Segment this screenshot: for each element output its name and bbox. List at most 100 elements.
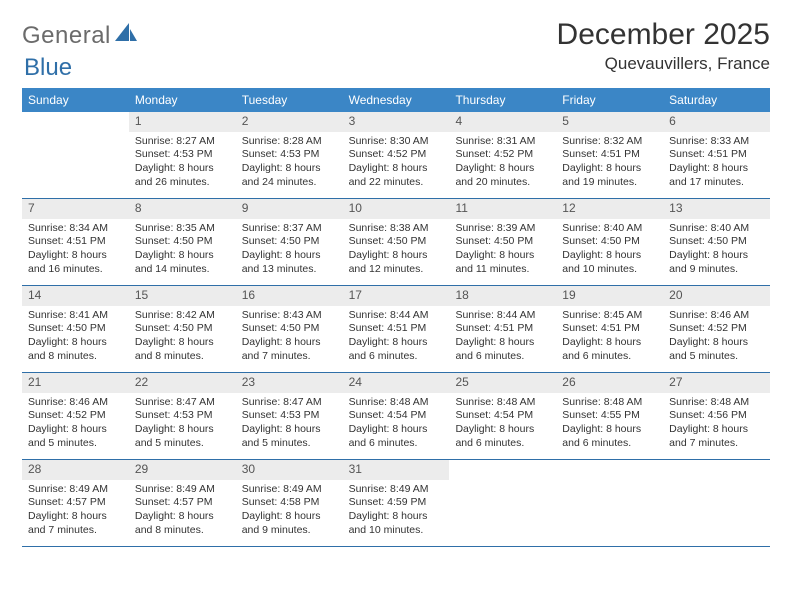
sunset-text: Sunset: 4:50 PM <box>242 235 337 249</box>
day-body: Sunrise: 8:49 AMSunset: 4:59 PMDaylight:… <box>343 480 450 543</box>
sunset-text: Sunset: 4:51 PM <box>28 235 123 249</box>
sunset-text: Sunset: 4:50 PM <box>135 235 230 249</box>
day-cell: 11Sunrise: 8:39 AMSunset: 4:50 PMDayligh… <box>449 199 556 285</box>
day-number: 13 <box>663 199 770 219</box>
day-body: Sunrise: 8:45 AMSunset: 4:51 PMDaylight:… <box>556 306 663 369</box>
day-number: 7 <box>22 199 129 219</box>
sunset-text: Sunset: 4:53 PM <box>135 409 230 423</box>
logo: General <box>22 22 137 50</box>
day-cell: 30Sunrise: 8:49 AMSunset: 4:58 PMDayligh… <box>236 460 343 546</box>
day-number: 14 <box>22 286 129 306</box>
day-body: Sunrise: 8:30 AMSunset: 4:52 PMDaylight:… <box>343 132 450 195</box>
daylight-text: Daylight: 8 hours and 10 minutes. <box>349 510 444 537</box>
day-body: Sunrise: 8:49 AMSunset: 4:57 PMDaylight:… <box>22 480 129 543</box>
sunrise-text: Sunrise: 8:49 AM <box>135 483 230 497</box>
daylight-text: Daylight: 8 hours and 22 minutes. <box>349 162 444 189</box>
location: Quevauvillers, France <box>557 54 770 74</box>
sunset-text: Sunset: 4:53 PM <box>242 148 337 162</box>
weekday-cell: Sunday <box>22 88 129 112</box>
daylight-text: Daylight: 8 hours and 9 minutes. <box>242 510 337 537</box>
day-body: Sunrise: 8:48 AMSunset: 4:55 PMDaylight:… <box>556 393 663 456</box>
daylight-text: Daylight: 8 hours and 26 minutes. <box>135 162 230 189</box>
sunrise-text: Sunrise: 8:46 AM <box>28 396 123 410</box>
sunset-text: Sunset: 4:52 PM <box>455 148 550 162</box>
day-cell: 8Sunrise: 8:35 AMSunset: 4:50 PMDaylight… <box>129 199 236 285</box>
logo-text-b: Blue <box>24 54 72 81</box>
day-number: 15 <box>129 286 236 306</box>
daylight-text: Daylight: 8 hours and 24 minutes. <box>242 162 337 189</box>
sunset-text: Sunset: 4:53 PM <box>135 148 230 162</box>
day-body: Sunrise: 8:43 AMSunset: 4:50 PMDaylight:… <box>236 306 343 369</box>
day-cell <box>22 112 129 198</box>
month-title: December 2025 <box>557 18 770 52</box>
sunrise-text: Sunrise: 8:35 AM <box>135 222 230 236</box>
day-cell: 19Sunrise: 8:45 AMSunset: 4:51 PMDayligh… <box>556 286 663 372</box>
daylight-text: Daylight: 8 hours and 20 minutes. <box>455 162 550 189</box>
sunset-text: Sunset: 4:54 PM <box>455 409 550 423</box>
day-body: Sunrise: 8:46 AMSunset: 4:52 PMDaylight:… <box>663 306 770 369</box>
day-cell <box>663 460 770 546</box>
day-number: 19 <box>556 286 663 306</box>
sunset-text: Sunset: 4:59 PM <box>349 496 444 510</box>
daylight-text: Daylight: 8 hours and 13 minutes. <box>242 249 337 276</box>
sunset-text: Sunset: 4:50 PM <box>28 322 123 336</box>
sunset-text: Sunset: 4:54 PM <box>349 409 444 423</box>
sunset-text: Sunset: 4:57 PM <box>28 496 123 510</box>
logo-sail-icon <box>115 22 137 50</box>
day-cell <box>556 460 663 546</box>
day-number: 10 <box>343 199 450 219</box>
weeks-container: 1Sunrise: 8:27 AMSunset: 4:53 PMDaylight… <box>22 112 770 547</box>
weekday-cell: Saturday <box>663 88 770 112</box>
weekday-cell: Thursday <box>449 88 556 112</box>
day-cell: 21Sunrise: 8:46 AMSunset: 4:52 PMDayligh… <box>22 373 129 459</box>
day-number: 23 <box>236 373 343 393</box>
day-cell: 3Sunrise: 8:30 AMSunset: 4:52 PMDaylight… <box>343 112 450 198</box>
sunrise-text: Sunrise: 8:32 AM <box>562 135 657 149</box>
day-cell: 2Sunrise: 8:28 AMSunset: 4:53 PMDaylight… <box>236 112 343 198</box>
sunset-text: Sunset: 4:51 PM <box>669 148 764 162</box>
day-body: Sunrise: 8:38 AMSunset: 4:50 PMDaylight:… <box>343 219 450 282</box>
weekday-cell: Tuesday <box>236 88 343 112</box>
sunrise-text: Sunrise: 8:45 AM <box>562 309 657 323</box>
weekday-cell: Wednesday <box>343 88 450 112</box>
day-number: 30 <box>236 460 343 480</box>
empty-day <box>449 460 556 480</box>
day-number: 8 <box>129 199 236 219</box>
sunset-text: Sunset: 4:56 PM <box>669 409 764 423</box>
sunrise-text: Sunrise: 8:44 AM <box>455 309 550 323</box>
daylight-text: Daylight: 8 hours and 8 minutes. <box>135 336 230 363</box>
day-number: 9 <box>236 199 343 219</box>
day-number: 20 <box>663 286 770 306</box>
weekday-cell: Friday <box>556 88 663 112</box>
day-body: Sunrise: 8:40 AMSunset: 4:50 PMDaylight:… <box>556 219 663 282</box>
daylight-text: Daylight: 8 hours and 10 minutes. <box>562 249 657 276</box>
daylight-text: Daylight: 8 hours and 19 minutes. <box>562 162 657 189</box>
day-cell <box>449 460 556 546</box>
weekday-header-row: SundayMondayTuesdayWednesdayThursdayFrid… <box>22 88 770 112</box>
day-body: Sunrise: 8:28 AMSunset: 4:53 PMDaylight:… <box>236 132 343 195</box>
day-cell: 22Sunrise: 8:47 AMSunset: 4:53 PMDayligh… <box>129 373 236 459</box>
day-number: 1 <box>129 112 236 132</box>
sunset-text: Sunset: 4:51 PM <box>349 322 444 336</box>
sunrise-text: Sunrise: 8:46 AM <box>669 309 764 323</box>
day-number: 3 <box>343 112 450 132</box>
day-number: 31 <box>343 460 450 480</box>
sunrise-text: Sunrise: 8:48 AM <box>455 396 550 410</box>
sunrise-text: Sunrise: 8:30 AM <box>349 135 444 149</box>
day-cell: 14Sunrise: 8:41 AMSunset: 4:50 PMDayligh… <box>22 286 129 372</box>
sunset-text: Sunset: 4:58 PM <box>242 496 337 510</box>
daylight-text: Daylight: 8 hours and 5 minutes. <box>669 336 764 363</box>
day-cell: 28Sunrise: 8:49 AMSunset: 4:57 PMDayligh… <box>22 460 129 546</box>
daylight-text: Daylight: 8 hours and 11 minutes. <box>455 249 550 276</box>
day-number: 11 <box>449 199 556 219</box>
sunrise-text: Sunrise: 8:48 AM <box>562 396 657 410</box>
day-number: 18 <box>449 286 556 306</box>
sunset-text: Sunset: 4:50 PM <box>562 235 657 249</box>
day-body: Sunrise: 8:40 AMSunset: 4:50 PMDaylight:… <box>663 219 770 282</box>
day-cell: 17Sunrise: 8:44 AMSunset: 4:51 PMDayligh… <box>343 286 450 372</box>
calendar-page: General December 2025 Quevauvillers, Fra… <box>0 0 792 565</box>
sunrise-text: Sunrise: 8:49 AM <box>349 483 444 497</box>
daylight-text: Daylight: 8 hours and 8 minutes. <box>28 336 123 363</box>
day-cell: 23Sunrise: 8:47 AMSunset: 4:53 PMDayligh… <box>236 373 343 459</box>
day-body: Sunrise: 8:34 AMSunset: 4:51 PMDaylight:… <box>22 219 129 282</box>
